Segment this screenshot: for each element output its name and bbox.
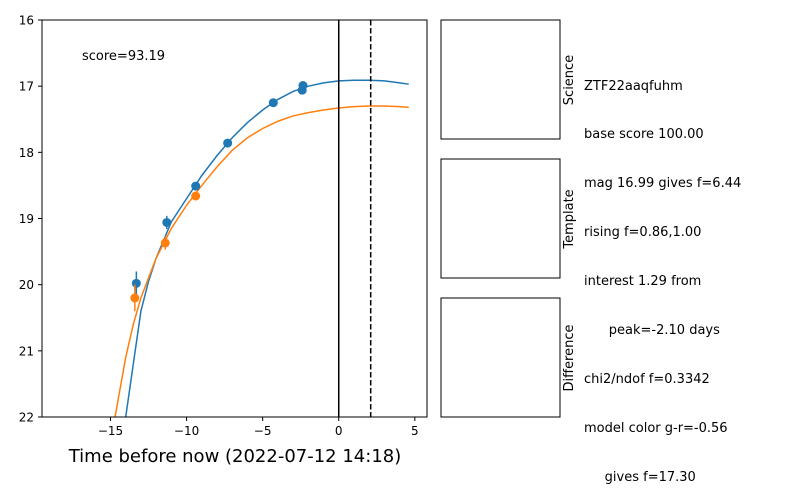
template-panel-label: Template	[562, 189, 577, 249]
data-point-0-2	[191, 181, 201, 191]
template-panel	[440, 158, 561, 279]
x-tick-label: −15	[98, 424, 123, 438]
lightcurve-plot: −15 −10 −5 0 5 16 17 18 19 20 21 22 score=93.19 Ti…	[19, 14, 428, 467]
x-axis-label: Time before now (2022-07-12 14:18)	[68, 446, 402, 467]
science-panel-label: Science	[562, 55, 577, 105]
data-point-1-1	[160, 238, 170, 248]
difference-panel-label: Difference	[562, 324, 577, 391]
observed-points	[130, 81, 308, 312]
y-tick-label: 20	[19, 278, 34, 292]
y-tick-label: 21	[19, 344, 34, 358]
data-point-0-1	[162, 217, 172, 227]
model-curves	[114, 79, 409, 417]
model-curve-0	[124, 79, 409, 417]
y-tick-label: 17	[19, 80, 34, 94]
difference-panel	[440, 297, 561, 418]
info-base-score: base score 100.00	[584, 127, 704, 143]
data-point-0-4	[268, 98, 278, 108]
info-mag: mag 16.99 gives f=6.44	[584, 176, 742, 192]
y-tick-label: 18	[19, 146, 34, 160]
y-tick-label: 16	[19, 14, 34, 28]
model-curve-1	[114, 105, 409, 417]
info-rising: rising f=0.86,1.00	[584, 225, 702, 241]
y-tick-label: 19	[19, 212, 34, 226]
x-tick-label: 0	[335, 424, 343, 438]
info-text-block: ZTF22aaqfuhm base score 100.00 mag 16.99…	[584, 46, 794, 502]
data-point-0-0	[131, 278, 141, 288]
x-tick-label: −5	[254, 424, 272, 438]
lightcurve-figure: −15 −10 −5 0 5 16 17 18 19 20 21 22 score=93.19 Ti…	[19, 14, 577, 468]
science-panel	[440, 19, 561, 140]
info-gives: gives f=17.30	[584, 469, 696, 485]
info-peak: peak=-2.10 days	[584, 323, 720, 339]
data-point-1-2	[191, 191, 201, 201]
info-model-color: model color g-r=-0.56	[584, 420, 728, 436]
reference-lines	[337, 20, 372, 417]
x-tick-label: −10	[174, 424, 199, 438]
data-point-1-0	[130, 293, 140, 303]
x-tick-label: 5	[411, 424, 419, 438]
cutout-panels: Science Template Difference	[440, 19, 577, 418]
info-chi2: chi2/ndof f=0.3342	[584, 371, 710, 387]
info-interest: interest 1.29 from	[584, 274, 702, 290]
x-axis-ticks: −15 −10 −5 0 5	[98, 417, 419, 438]
data-point-0-6	[298, 81, 308, 91]
data-point-0-3	[223, 138, 233, 148]
y-axis-ticks: 16 17 18 19 20 21 22	[19, 14, 42, 425]
score-annotation: score=93.19	[82, 49, 165, 64]
info-object-name: ZTF22aaqfuhm	[584, 78, 683, 94]
y-tick-label: 22	[19, 411, 34, 425]
